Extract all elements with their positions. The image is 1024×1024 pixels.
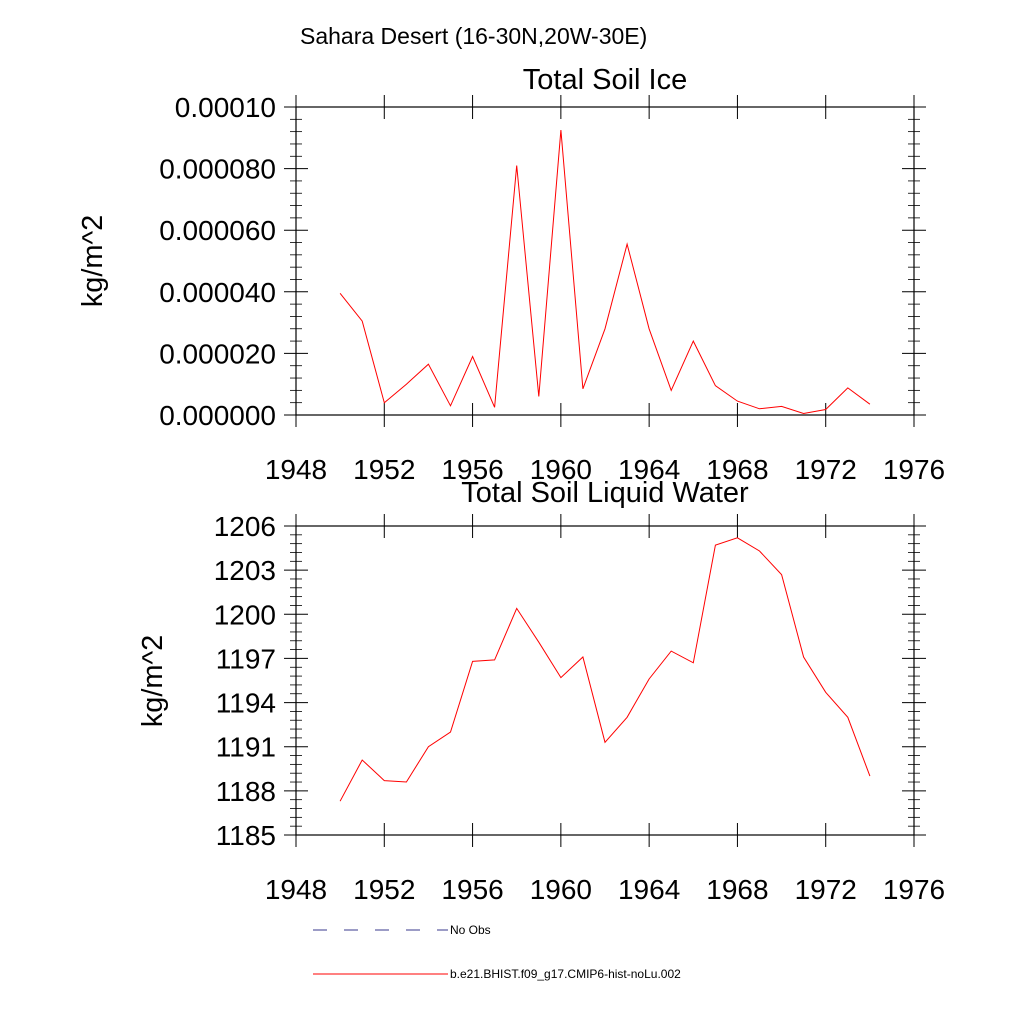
y-axis-label: kg/m^2 (137, 635, 169, 728)
axis-ticks (284, 95, 926, 427)
series-line (339, 130, 871, 415)
x-tick-label: 1968 (706, 874, 768, 905)
y-tick-label: 1191 (216, 732, 276, 763)
chart-total-soil-liquid-water: Total Soil Liquid Water 1185 1188 1191 1194… (137, 477, 945, 905)
chart-total-soil-ice: Total Soil Ice 0.0000000.0000200.0000400… (77, 64, 945, 485)
y-tick-label: 0.000060 (159, 215, 276, 246)
x-tick-label: 1976 (883, 874, 945, 905)
legend-label-no-obs: No Obs (450, 923, 491, 937)
series-group (339, 537, 871, 802)
y-tick-label: 1188 (216, 776, 276, 807)
y-tick-label: 1185 (216, 820, 276, 851)
x-tick-label: 1960 (530, 874, 592, 905)
x-tick-label: 1972 (795, 454, 857, 485)
y-tick-label: 0.000020 (159, 338, 276, 369)
chart-title: Total Soil Ice (523, 64, 687, 96)
x-tick-label: 1976 (883, 454, 945, 485)
x-tick-label: 1948 (265, 454, 327, 485)
legend-label-model-run: b.e21.BHIST.f09_g17.CMIP6-hist-noLu.002 (450, 967, 681, 981)
x-tick-label: 1964 (618, 874, 680, 905)
x-tick-label: 1948 (265, 874, 327, 905)
chart-title: Total Soil Liquid Water (461, 477, 749, 509)
x-tick-label: 1952 (353, 454, 415, 485)
x-tick-label: 1956 (441, 454, 503, 485)
axis-ticks (284, 514, 926, 847)
y-tick-label: 1197 (216, 643, 276, 674)
y-tick-labels: 1185 1188 1191 1194 1197 1200 1203 1206 (214, 511, 276, 851)
x-tick-label: 1956 (441, 874, 503, 905)
y-tick-label: 0.000000 (159, 400, 276, 431)
x-tick-label: 1972 (795, 874, 857, 905)
x-tick-label: 1952 (353, 874, 415, 905)
y-tick-labels: 0.000000 0.000020 0.000040 0.000060 0.000080… (159, 92, 276, 431)
y-tick-label: 0.00010 (175, 92, 276, 123)
y-tick-label: 1206 (214, 511, 276, 542)
y-tick-label: 1194 (216, 688, 276, 719)
y-tick-label: 1200 (214, 599, 276, 630)
x-tick-labels: 1948 1952 1956 1960 1964 1968 1972 1976 (265, 874, 945, 905)
legend: No Obs b.e21.BHIST.f09_g17.CMIP6-hist-no… (313, 923, 681, 981)
series-group (339, 130, 871, 415)
y-tick-label: 0.000040 (159, 277, 276, 308)
figure-title: Sahara Desert (16-30N,20W-30E) (300, 23, 647, 49)
x-tick-label: 1968 (706, 454, 768, 485)
x-tick-labels: 1948 1952 1956 1960 1964 1968 1972 1976 (265, 454, 945, 485)
x-tick-label: 1960 (530, 454, 592, 485)
y-tick-label: 1203 (214, 555, 276, 586)
plot-frame (295, 525, 915, 836)
x-tick-label: 1964 (618, 454, 680, 485)
plot-frame (295, 106, 915, 416)
y-axis-label: kg/m^2 (77, 215, 109, 308)
series-line (339, 537, 871, 802)
y-tick-label: 0.000080 (159, 154, 276, 185)
